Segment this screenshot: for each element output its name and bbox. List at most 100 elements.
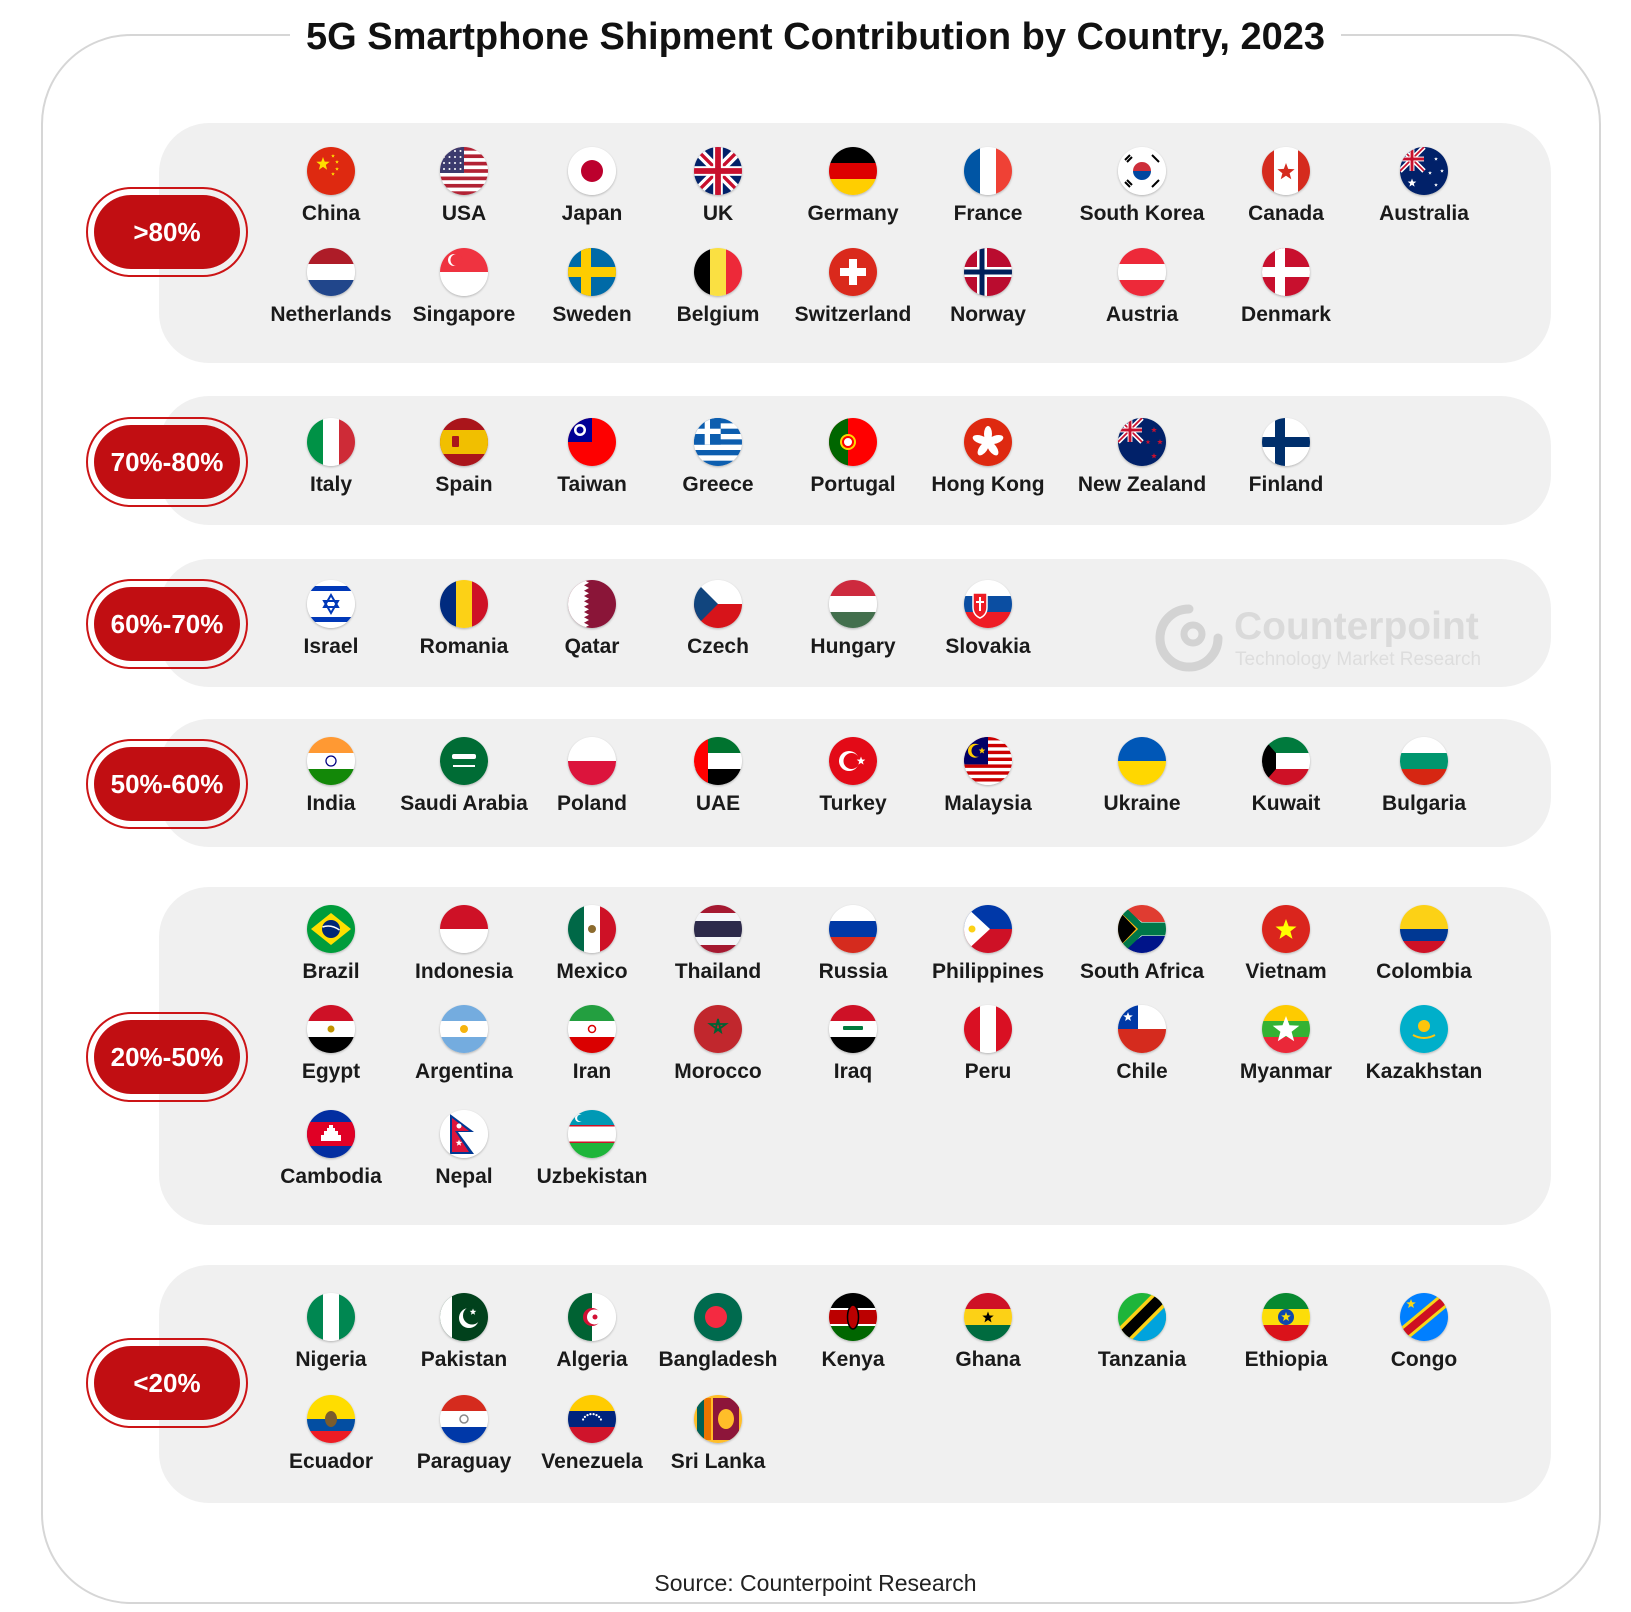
country-name: France xyxy=(953,202,1023,225)
country-name: Vietnam xyxy=(1245,960,1327,983)
country-item: China xyxy=(251,147,411,226)
country-item: Slovakia xyxy=(908,580,1068,659)
country-name: Qatar xyxy=(564,635,620,658)
country-item: Canada xyxy=(1206,147,1366,226)
country-item: Spain xyxy=(384,418,544,497)
country-name: Czech xyxy=(687,635,749,658)
country-item: Kuwait xyxy=(1206,737,1366,816)
paraguay-flag-icon xyxy=(440,1395,488,1443)
denmark-flag-icon xyxy=(1262,248,1310,296)
country-item: Sweden xyxy=(512,248,672,327)
country-item: Netherlands xyxy=(251,248,411,327)
ukraine-flag-icon xyxy=(1118,737,1166,785)
country-name: Tanzania xyxy=(1097,1348,1187,1371)
country-item: Peru xyxy=(908,1005,1068,1084)
egypt-flag-icon xyxy=(307,1005,355,1053)
tier-label: 70%-80% xyxy=(94,425,240,499)
country-name: Slovakia xyxy=(945,635,1031,658)
tier-label: <20% xyxy=(94,1346,240,1420)
country-item: Singapore xyxy=(384,248,544,327)
country-name: Iran xyxy=(572,1060,612,1083)
argentina-flag-icon xyxy=(440,1005,488,1053)
country-item: Philippines xyxy=(908,905,1068,984)
netherlands-flag-icon xyxy=(307,248,355,296)
country-name: UAE xyxy=(695,792,741,815)
country-name: South Africa xyxy=(1079,960,1205,983)
colombia-flag-icon xyxy=(1400,905,1448,953)
poland-flag-icon xyxy=(568,737,616,785)
taiwan-flag-icon xyxy=(568,418,616,466)
country-item: Bangladesh xyxy=(638,1293,798,1372)
canada-flag-icon xyxy=(1262,147,1310,195)
nigeria-flag-icon xyxy=(307,1293,355,1341)
chile-flag-icon xyxy=(1118,1005,1166,1053)
tier-label: 20%-50% xyxy=(94,1020,240,1094)
hungary-flag-icon xyxy=(829,580,877,628)
country-item: Romania xyxy=(384,580,544,659)
counterpoint-logo-icon xyxy=(1155,604,1223,672)
country-item: Saudi Arabia xyxy=(384,737,544,816)
country-item: New Zealand xyxy=(1062,418,1222,497)
country-name: Malaysia xyxy=(944,792,1032,815)
country-name: UK xyxy=(702,202,734,225)
country-name: Portugal xyxy=(810,473,896,496)
country-name: Cambodia xyxy=(280,1165,382,1188)
country-name: Thailand xyxy=(674,960,762,983)
country-item: Norway xyxy=(908,248,1068,327)
country-item: Czech xyxy=(638,580,798,659)
country-name: Algeria xyxy=(556,1348,628,1371)
country-name: Canada xyxy=(1248,202,1324,225)
country-item: Italy xyxy=(251,418,411,497)
country-item: Egypt xyxy=(251,1005,411,1084)
thailand-flag-icon xyxy=(694,905,742,953)
singapore-flag-icon xyxy=(440,248,488,296)
norway-flag-icon xyxy=(964,248,1012,296)
country-name: Switzerland xyxy=(794,303,912,326)
country-item: Indonesia xyxy=(384,905,544,984)
country-name: Greece xyxy=(682,473,754,496)
country-item: South Africa xyxy=(1062,905,1222,984)
sweden-flag-icon xyxy=(568,248,616,296)
hong-kong-flag-icon xyxy=(964,418,1012,466)
country-name: Philippines xyxy=(931,960,1044,983)
country-name: Israel xyxy=(303,635,359,658)
south-korea-flag-icon xyxy=(1118,147,1166,195)
country-item: Russia xyxy=(773,905,933,984)
ethiopia-flag-icon xyxy=(1262,1293,1310,1341)
country-item: Mexico xyxy=(512,905,672,984)
country-item: Hong Kong xyxy=(908,418,1068,497)
italy-flag-icon xyxy=(307,418,355,466)
country-name: Finland xyxy=(1248,473,1324,496)
country-name: Romania xyxy=(419,635,509,658)
pakistan-flag-icon xyxy=(440,1293,488,1341)
country-item: Cambodia xyxy=(251,1110,411,1189)
morocco-flag-icon xyxy=(694,1005,742,1053)
myanmar-flag-icon xyxy=(1262,1005,1310,1053)
tier-badge: 70%-80% xyxy=(86,417,248,507)
country-item: Morocco xyxy=(638,1005,798,1084)
country-item: Finland xyxy=(1206,418,1366,497)
country-item: Germany xyxy=(773,147,933,226)
tier-label: >80% xyxy=(94,195,240,269)
country-item: Colombia xyxy=(1344,905,1504,984)
country-item: Austria xyxy=(1062,248,1222,327)
cambodia-flag-icon xyxy=(307,1110,355,1158)
tier-badge: 60%-70% xyxy=(86,579,248,669)
country-item: Belgium xyxy=(638,248,798,327)
nepal-flag-icon xyxy=(440,1110,488,1158)
country-name: South Korea xyxy=(1079,202,1205,225)
portugal-flag-icon xyxy=(829,418,877,466)
saudi-arabia-flag-icon xyxy=(440,737,488,785)
iran-flag-icon xyxy=(568,1005,616,1053)
slovakia-flag-icon xyxy=(964,580,1012,628)
australia-flag-icon xyxy=(1400,147,1448,195)
country-item: Ecuador xyxy=(251,1395,411,1474)
country-item: Iraq xyxy=(773,1005,933,1084)
philippines-flag-icon xyxy=(964,905,1012,953)
country-name: India xyxy=(306,792,356,815)
country-item: Turkey xyxy=(773,737,933,816)
source-note: Source: Counterpoint Research xyxy=(654,1570,977,1596)
country-name: Pakistan xyxy=(420,1348,508,1371)
country-name: Ethiopia xyxy=(1244,1348,1328,1371)
country-item: UK xyxy=(638,147,798,226)
